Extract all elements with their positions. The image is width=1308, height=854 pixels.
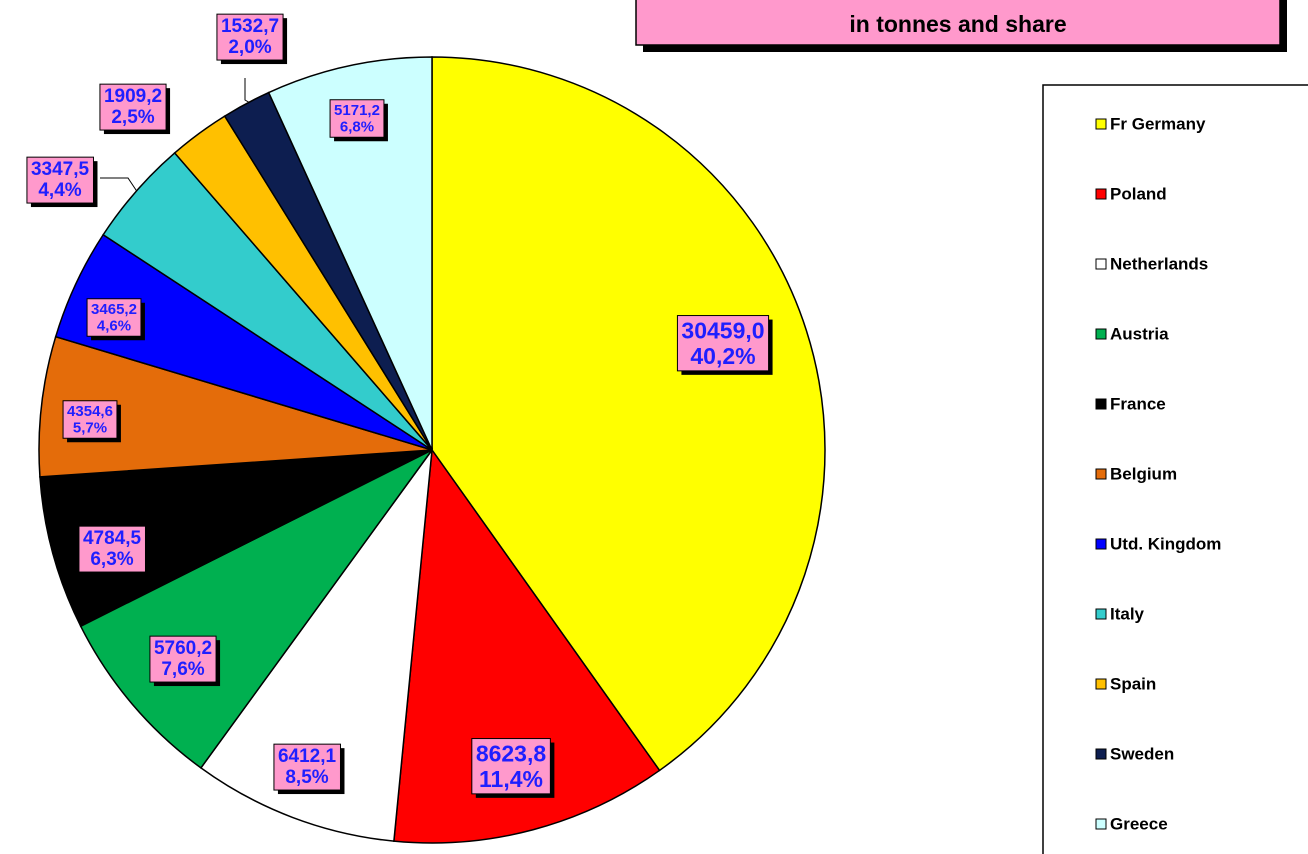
legend-swatch [1095,748,1107,760]
data-label: 4784,5 6,3% [78,525,150,577]
legend-label: Spain [1110,674,1156,693]
data-label: 4354,6 5,7% [62,400,121,443]
share-label: 7,6% [161,659,204,680]
share-label: 4,6% [97,317,131,334]
title-box [635,0,1281,46]
share-label: 5,7% [73,419,107,436]
pie-slice [38,335,433,478]
share-label: 2,0% [228,37,271,58]
legend-swatch [1095,608,1107,620]
legend-swatch [1095,258,1107,270]
value-label: 30459,0 [681,318,764,344]
pie-slice [79,449,433,769]
label-box [676,315,770,372]
legend-label: Utd. Kingdom [1110,534,1221,553]
data-label: 3465,2 4,6% [86,298,145,341]
legend-swatch [1095,188,1107,200]
value-label: 4784,5 [83,528,142,549]
value-label: 5760,2 [154,638,212,659]
data-label-text: 5760,2 7,6% [154,638,212,680]
value-label: 1909,2 [104,86,162,107]
legend-swatch [1095,678,1107,690]
pie-slice [39,449,433,628]
value-label: 4354,6 [67,403,113,420]
leader-line [244,78,253,105]
label-box [78,525,146,573]
data-label: 1909,2 2,5% [99,83,171,135]
chart-title: in tonnes and share [849,11,1066,37]
legend-swatch [1095,328,1107,340]
label-box [216,13,284,61]
data-label-text: 3347,5 4,4% [31,159,90,201]
legend-swatch [1095,118,1107,130]
pie-slice [267,56,433,451]
value-label: 3465,2 [91,301,137,318]
data-label: 5171,2 6,8% [329,99,388,142]
legend-label: France [1110,394,1166,413]
share-label: 40,2% [690,343,755,369]
share-label: 11,4% [479,766,543,792]
legend-label: Fr Germany [1110,114,1206,133]
pie-slice [431,56,826,772]
data-label-text: 1909,2 2,5% [104,86,162,128]
legend-label: Greece [1110,814,1168,833]
value-label: 5171,2 [334,102,380,119]
data-label-text: 5171,2 6,8% [334,102,380,136]
value-label: 1532,7 [221,16,279,37]
value-label: 3347,5 [31,159,90,180]
label-box [86,298,142,337]
legend-label: Austria [1110,324,1169,343]
pie-slice [199,447,434,842]
data-label-text: 1532,7 2,0% [221,16,279,58]
data-label: 1532,7 2,0% [216,13,288,65]
value-label: 6412,1 [278,746,337,767]
label-box [329,99,385,138]
leader-line [100,177,141,197]
data-label-text: 4354,6 5,7% [67,403,113,437]
label-box [26,156,94,204]
data-label-text: 30459,0 40,2% [681,318,764,369]
legend-label: Italy [1110,604,1145,623]
legend-label: Belgium [1110,464,1177,483]
legend-swatch [1095,538,1107,550]
data-label-text: 8623,8 11,4% [476,741,547,792]
legend-label: Netherlands [1110,254,1208,273]
data-label: 8623,8 11,4% [471,738,555,798]
data-label: 5760,2 7,6% [149,635,221,687]
legend-swatch [1095,468,1107,480]
data-label-text: 3465,2 4,6% [91,301,137,335]
legend-label: Sweden [1110,744,1174,763]
pie-slice [393,447,661,844]
label-box [149,635,217,683]
data-label-text: 6412,1 8,5% [278,746,337,788]
legend-swatch [1095,818,1107,830]
share-label: 4,4% [38,180,81,201]
data-label: 30459,0 40,2% [676,315,773,375]
data-label-text: 4784,5 6,3% [83,528,142,570]
legend-label: Poland [1110,184,1167,203]
legend-box [1042,84,1308,854]
label-box [471,738,551,795]
legend-swatch [1095,398,1107,410]
data-label: 6412,1 8,5% [273,743,345,795]
label-box [273,743,341,791]
data-label: 3347,5 4,4% [26,156,98,208]
label-box [62,400,118,439]
label-box [99,83,167,131]
value-label: 8623,8 [476,741,547,767]
share-label: 6,8% [340,118,374,135]
share-label: 8,5% [285,767,328,788]
share-label: 2,5% [111,107,154,128]
share-label: 6,3% [90,549,133,570]
